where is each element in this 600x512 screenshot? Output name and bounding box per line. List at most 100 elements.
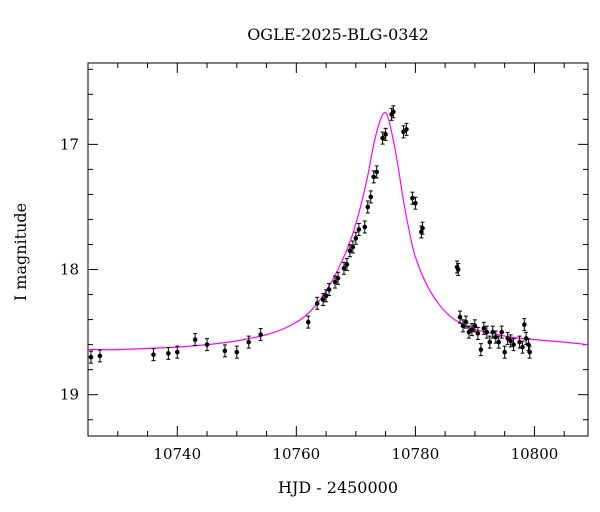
point-marker <box>481 326 487 331</box>
point-marker <box>323 293 329 299</box>
point-marker <box>511 342 516 347</box>
data-point <box>499 325 504 339</box>
chart-title: OGLE-2025-BLG-0342 <box>247 25 429 44</box>
point-marker <box>246 339 252 345</box>
data-point <box>353 231 359 245</box>
data-point <box>166 346 171 360</box>
point-marker <box>522 322 527 327</box>
data-point <box>478 343 484 357</box>
data-points <box>88 105 532 364</box>
point-marker <box>353 235 359 241</box>
point-marker <box>487 339 493 345</box>
data-point <box>460 319 466 333</box>
point-marker <box>356 227 362 232</box>
point-marker <box>204 342 210 347</box>
x-tick-label: 10760 <box>272 445 320 463</box>
data-point <box>335 271 341 285</box>
data-point <box>347 244 353 258</box>
data-point <box>234 345 240 359</box>
point-marker <box>517 339 522 345</box>
point-marker <box>455 267 461 272</box>
point-marker <box>484 329 490 335</box>
x-tick-label: 10740 <box>153 445 201 463</box>
data-point <box>463 315 469 329</box>
axis-ticks <box>87 63 588 436</box>
data-point <box>332 275 338 289</box>
data-point <box>404 122 409 136</box>
point-marker <box>460 323 466 329</box>
data-point <box>520 340 525 354</box>
point-marker <box>320 297 326 302</box>
data-point <box>326 283 332 297</box>
point-marker <box>371 174 377 180</box>
point-marker <box>222 348 228 354</box>
data-point <box>420 221 425 235</box>
point-marker <box>362 224 368 230</box>
point-marker <box>499 329 504 335</box>
point-marker <box>174 349 180 355</box>
point-marker <box>368 194 374 200</box>
point-marker <box>192 337 198 342</box>
data-point <box>413 196 418 210</box>
data-point <box>511 338 516 352</box>
data-point <box>508 334 513 348</box>
x-axis-label: HJD - 2450000 <box>278 478 398 497</box>
data-point <box>246 335 252 349</box>
data-point <box>344 258 350 272</box>
data-point <box>97 349 103 363</box>
data-point <box>350 240 356 254</box>
point-marker <box>410 195 415 201</box>
model-fit-curve <box>87 111 589 351</box>
point-marker <box>493 334 499 340</box>
point-marker <box>508 338 513 344</box>
data-point <box>455 263 461 277</box>
data-point <box>496 335 502 349</box>
point-marker <box>350 244 356 250</box>
point-marker <box>463 319 469 325</box>
data-point <box>204 338 210 352</box>
point-marker <box>335 275 341 281</box>
point-marker <box>314 301 320 306</box>
data-point <box>222 344 228 358</box>
data-point <box>484 325 490 339</box>
point-marker <box>347 248 353 254</box>
data-point <box>475 326 481 340</box>
point-marker <box>326 287 332 292</box>
data-point <box>522 318 527 332</box>
point-marker <box>383 132 388 137</box>
y-tick-label: 19 <box>60 386 79 404</box>
point-marker <box>380 135 385 141</box>
point-marker <box>151 352 156 357</box>
point-marker <box>475 331 481 336</box>
point-marker <box>404 127 409 132</box>
point-marker <box>344 262 350 267</box>
point-marker <box>469 327 475 332</box>
data-point <box>391 105 396 119</box>
point-marker <box>413 200 418 206</box>
y-tick-label: 17 <box>60 135 79 153</box>
data-point <box>88 350 94 364</box>
point-marker <box>490 329 496 335</box>
point-marker <box>365 204 371 210</box>
data-point <box>320 293 326 307</box>
data-point <box>469 323 475 337</box>
point-marker <box>391 109 396 115</box>
data-point <box>341 261 347 275</box>
data-point <box>323 289 329 303</box>
point-marker <box>502 349 507 355</box>
tick-labels: 10740 10760 10780 10800 17 18 19 <box>60 135 558 463</box>
point-marker <box>258 332 263 337</box>
data-point <box>151 348 156 362</box>
data-point <box>487 335 493 349</box>
point-marker <box>496 339 502 345</box>
data-point <box>502 345 507 359</box>
point-marker <box>88 354 94 360</box>
data-point <box>383 127 388 141</box>
data-point <box>527 345 532 359</box>
data-point <box>174 345 180 359</box>
point-marker <box>332 279 338 285</box>
data-point <box>192 333 198 347</box>
x-tick-label: 10800 <box>511 445 559 463</box>
point-marker <box>341 265 347 271</box>
plot-frame <box>87 62 589 437</box>
